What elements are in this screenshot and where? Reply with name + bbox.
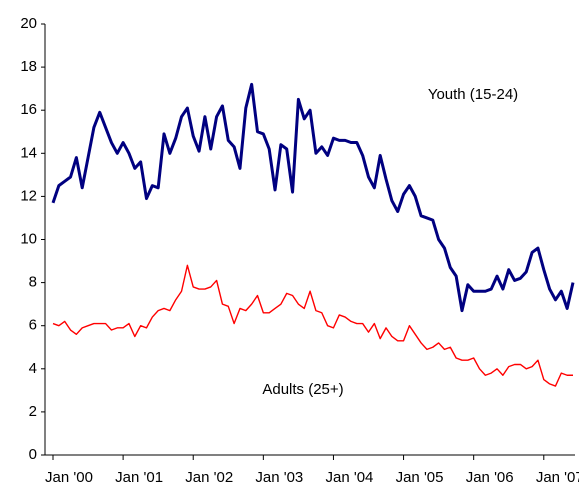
x-tick-label: Jan '06 — [466, 469, 514, 486]
y-tick-label: 0 — [29, 446, 37, 463]
series-label: Youth (15-24) — [428, 86, 518, 103]
y-tick-label: 2 — [29, 403, 37, 420]
y-tick-label: 12 — [20, 187, 37, 204]
x-tick-label: Jan '04 — [325, 469, 373, 486]
y-tick-label: 20 — [20, 15, 37, 32]
y-tick-label: 16 — [20, 101, 37, 118]
y-tick-label: 14 — [20, 144, 37, 161]
y-tick-label: 8 — [29, 274, 37, 291]
x-tick-label: Jan '05 — [396, 469, 444, 486]
series-line — [52, 264, 573, 387]
y-tick-label: 10 — [20, 230, 37, 247]
y-tick-label: 6 — [29, 317, 37, 334]
y-tick-label: 4 — [29, 360, 37, 377]
x-tick-label: Jan '07 — [536, 469, 579, 486]
series-label: Adults (25+) — [262, 381, 343, 398]
x-tick-label: Jan '03 — [255, 469, 303, 486]
x-tick-label: Jan '01 — [115, 469, 163, 486]
x-tick-label: Jan '02 — [185, 469, 233, 486]
x-tick-label: Jan '00 — [45, 469, 93, 486]
y-tick-label: 18 — [20, 58, 37, 75]
series-line — [51, 82, 575, 313]
